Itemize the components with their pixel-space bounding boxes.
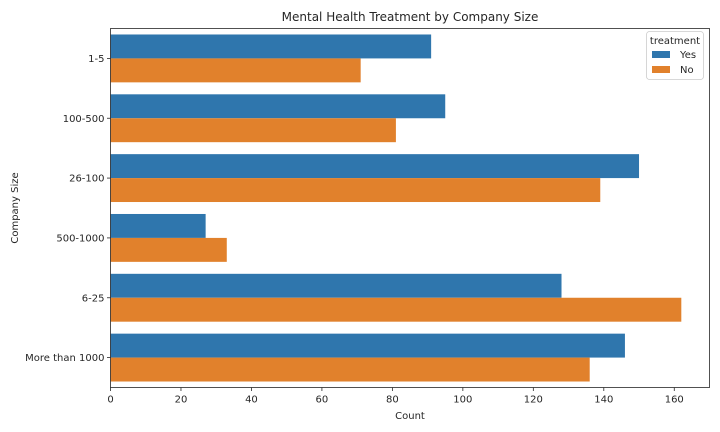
legend-swatch-yes: [652, 51, 670, 58]
legend-title: treatment: [650, 36, 700, 47]
x-tick-label: 160: [665, 395, 684, 406]
bar-no-100-500: [110, 118, 396, 143]
y-tick-label: 500-1000: [56, 233, 104, 244]
bar-yes-1-5: [110, 34, 432, 59]
bar-yes-26-100: [110, 154, 640, 179]
bar-yes-100-500: [110, 94, 446, 119]
legend-swatch-no: [652, 66, 670, 73]
bar-yes-more-than-1000: [110, 333, 625, 358]
bar-no-6-25: [110, 297, 682, 322]
chart-title: Mental Health Treatment by Company Size: [282, 10, 539, 24]
plot-frame: [110, 28, 710, 388]
x-tick-label: 120: [524, 395, 543, 406]
x-tick-label: 20: [175, 395, 188, 406]
y-axis-label: Company Size: [10, 172, 21, 243]
y-tick-label: More than 1000: [25, 353, 104, 364]
bar-no-26-100: [110, 178, 601, 203]
bar-no-1-5: [110, 58, 361, 83]
x-tick-label: 0: [107, 395, 113, 406]
x-tick-label: 100: [453, 395, 472, 406]
x-axis-ticks: 0 20 40 60 80 100 120 140 160: [107, 387, 684, 406]
x-tick-label: 40: [245, 395, 258, 406]
x-tick-label: 140: [594, 395, 613, 406]
bar-yes-6-25: [110, 273, 562, 298]
bars-layer: [110, 34, 682, 382]
bar-no-500-1000: [110, 237, 227, 262]
y-tick-label: 6-25: [82, 293, 105, 304]
y-tick-label: 1-5: [88, 54, 104, 65]
y-tick-label: 100-500: [63, 114, 105, 125]
legend-label-yes: Yes: [679, 50, 696, 61]
x-tick-label: 60: [316, 395, 329, 406]
bar-yes-500-1000: [110, 213, 206, 238]
y-tick-label: 26-100: [69, 174, 104, 185]
x-tick-label: 80: [386, 395, 399, 406]
x-axis-label: Count: [395, 411, 425, 422]
bar-no-more-than-1000: [110, 357, 590, 382]
legend: treatment Yes No: [646, 31, 704, 80]
y-axis-ticks: 1-5 100-500 26-100 500-1000 6-25 More than 10…: [25, 54, 111, 364]
legend-label-no: No: [680, 65, 694, 76]
